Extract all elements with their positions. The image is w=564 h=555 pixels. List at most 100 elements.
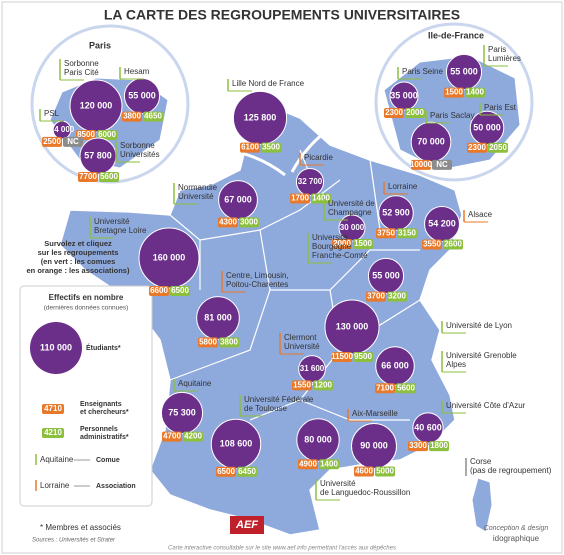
teachers-count: 3750 xyxy=(377,228,395,237)
staff-badge xyxy=(99,172,119,183)
legend-intro: sur les regroupements xyxy=(38,248,119,257)
teachers-count: 4900 xyxy=(299,459,317,468)
group-label: Hesam xyxy=(124,67,150,76)
student-count: 120 000 xyxy=(80,100,113,110)
arrow-idf xyxy=(290,108,379,173)
group-label: Université xyxy=(284,342,320,351)
staff-count: 2000 xyxy=(406,108,424,117)
staff-badge xyxy=(143,111,163,122)
legend-students-label: Étudiants* xyxy=(86,343,121,352)
credit: Conception & design xyxy=(484,525,549,532)
teachers-count: 6600 xyxy=(150,286,168,295)
group-label: Université Fédérale xyxy=(244,395,314,404)
teachers-badge xyxy=(332,352,352,363)
group-label: Paris xyxy=(488,45,506,54)
staff-count: 6500 xyxy=(171,286,189,295)
staff-count: 1400 xyxy=(312,194,330,203)
group-label: Sorbonne xyxy=(120,141,155,150)
group-label: PSL xyxy=(44,109,60,118)
student-count: 32 700 xyxy=(298,177,323,186)
teachers-count: 1550 xyxy=(293,380,311,389)
teachers-badge xyxy=(384,108,404,119)
teachers-count: 8500 xyxy=(77,130,95,139)
teachers-count: 3800 xyxy=(123,112,141,121)
teachers-badge xyxy=(42,136,62,147)
teachers-count: 1700 xyxy=(291,194,309,203)
teachers-badge xyxy=(78,172,98,183)
staff-badge xyxy=(353,238,373,249)
student-count: 31 600 xyxy=(300,364,325,373)
group-label: Paris Saclay xyxy=(430,111,474,120)
legend-kind: Comue xyxy=(96,457,120,464)
teachers-badge xyxy=(292,380,312,391)
group-label: Alsace xyxy=(468,210,493,219)
student-count: 57 800 xyxy=(84,150,112,160)
staff-badge xyxy=(313,380,333,391)
staff-count: NC xyxy=(436,160,448,169)
staff-count: 4200 xyxy=(184,432,202,441)
teachers-badge xyxy=(198,337,218,348)
student-count: 55 000 xyxy=(128,90,156,100)
group-label: Poitou-Charentes xyxy=(226,280,288,289)
teachers-count: 7700 xyxy=(79,172,97,181)
legend xyxy=(19,285,153,507)
teachers-count: 6100 xyxy=(241,143,259,152)
staff-count: 5600 xyxy=(100,172,118,181)
group-label: Lille Nord de France xyxy=(232,79,305,88)
footer: Carte interactive consultable sur le sit… xyxy=(168,546,396,552)
teachers-badge xyxy=(444,87,464,98)
staff-badge xyxy=(63,136,83,147)
student-count: 55 000 xyxy=(450,66,478,76)
teachers-badge xyxy=(422,239,442,250)
legend-staff-badge xyxy=(42,428,64,438)
student-count: 90 000 xyxy=(360,440,388,450)
teachers-count: 2500 xyxy=(43,137,61,146)
group-label: Paris Est xyxy=(484,103,517,112)
student-count: 50 000 xyxy=(473,122,501,132)
legend-subheading: (dernières données connues) xyxy=(44,305,129,312)
legend-teachers-badge xyxy=(42,404,64,414)
staff-badge xyxy=(443,239,463,250)
legend-staff: 4210 xyxy=(44,428,62,437)
teachers-badge xyxy=(162,431,182,442)
staff-count: 2600 xyxy=(444,240,462,249)
sources: Sources : Universités et Strater xyxy=(32,538,116,544)
group-label: Alpes xyxy=(446,360,466,369)
staff-count: 1400 xyxy=(466,88,484,97)
student-count: 80 000 xyxy=(304,434,332,444)
staff-badge xyxy=(375,466,395,477)
student-count: 81 000 xyxy=(204,312,232,322)
logo: AEF xyxy=(235,519,258,531)
group-label: Centre, Limousin, xyxy=(226,271,289,280)
staff-badge xyxy=(183,431,203,442)
group-label: Aix-Marseille xyxy=(352,409,398,418)
group-label: Paris Cité xyxy=(64,68,99,77)
arrow-paris xyxy=(171,146,286,177)
group-label: Normandie xyxy=(178,183,218,192)
legend-example: Aquitaine xyxy=(40,455,74,464)
staff-count: 6450 xyxy=(238,467,256,476)
group-label: Aquitaine xyxy=(178,379,212,388)
group-label: Université xyxy=(312,233,348,242)
staff-count: 1400 xyxy=(320,459,338,468)
teachers-count: 3550 xyxy=(423,240,441,249)
student-count: 66 000 xyxy=(381,360,409,370)
staff-count: 1500 xyxy=(354,239,372,248)
student-count: 125 800 xyxy=(244,112,277,122)
group-label: Sorbonne xyxy=(64,59,99,68)
staff-count: 4650 xyxy=(144,112,162,121)
staff-count: 3200 xyxy=(388,292,406,301)
group-label: Université xyxy=(178,192,214,201)
student-count: 40 600 xyxy=(414,422,442,432)
teachers-count: 4600 xyxy=(355,467,373,476)
teachers-badge xyxy=(376,228,396,239)
logo-box xyxy=(230,516,264,534)
credit-brand: idographique xyxy=(493,534,540,543)
footnote: * Membres et associés xyxy=(40,523,121,532)
staff-badge xyxy=(261,142,281,153)
legend-example: Lorraine xyxy=(40,481,70,490)
teachers-count: 4300 xyxy=(219,218,237,227)
staff-badge xyxy=(432,159,452,170)
staff-count: NC xyxy=(67,137,79,146)
